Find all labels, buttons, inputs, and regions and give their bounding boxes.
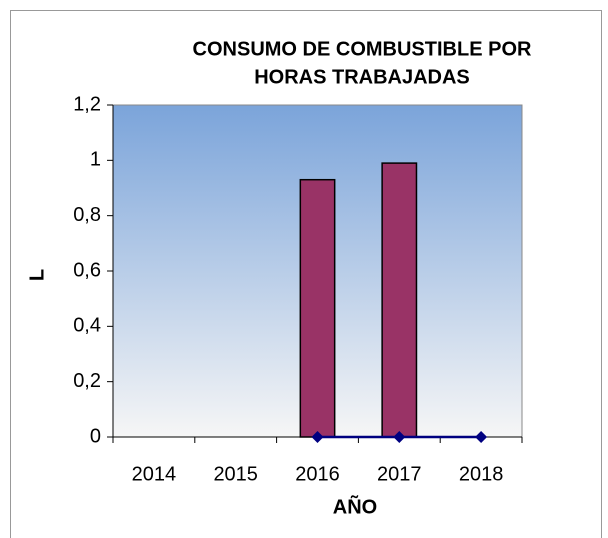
y-tick-label: 0,6 — [73, 259, 101, 281]
x-tick-label: 2015 — [213, 463, 258, 485]
line-marker — [393, 431, 406, 443]
y-tick-label: 0,8 — [73, 204, 101, 226]
x-axis-label: AÑO — [333, 495, 377, 518]
y-tick-label: 0,4 — [73, 315, 101, 337]
line-marker — [475, 431, 488, 443]
x-tick-label: 2016 — [295, 463, 340, 485]
y-tick-label: 0,2 — [73, 370, 101, 392]
bar — [299, 178, 336, 438]
bar — [381, 162, 418, 438]
line-marker — [311, 431, 324, 443]
x-tick-label: 2018 — [459, 463, 504, 485]
x-tick-label: 2017 — [377, 463, 422, 485]
y-axis-label: L — [26, 269, 48, 281]
x-tick-label: 2014 — [132, 463, 177, 485]
y-tick-label: 1 — [90, 149, 101, 171]
y-tick-label: 0 — [90, 425, 101, 447]
y-tick-label: 1,2 — [73, 93, 101, 115]
chart-title: HORAS TRABAJADAS — [254, 66, 470, 88]
chart-title: CONSUMO DE COMBUSTIBLE POR — [193, 38, 532, 60]
